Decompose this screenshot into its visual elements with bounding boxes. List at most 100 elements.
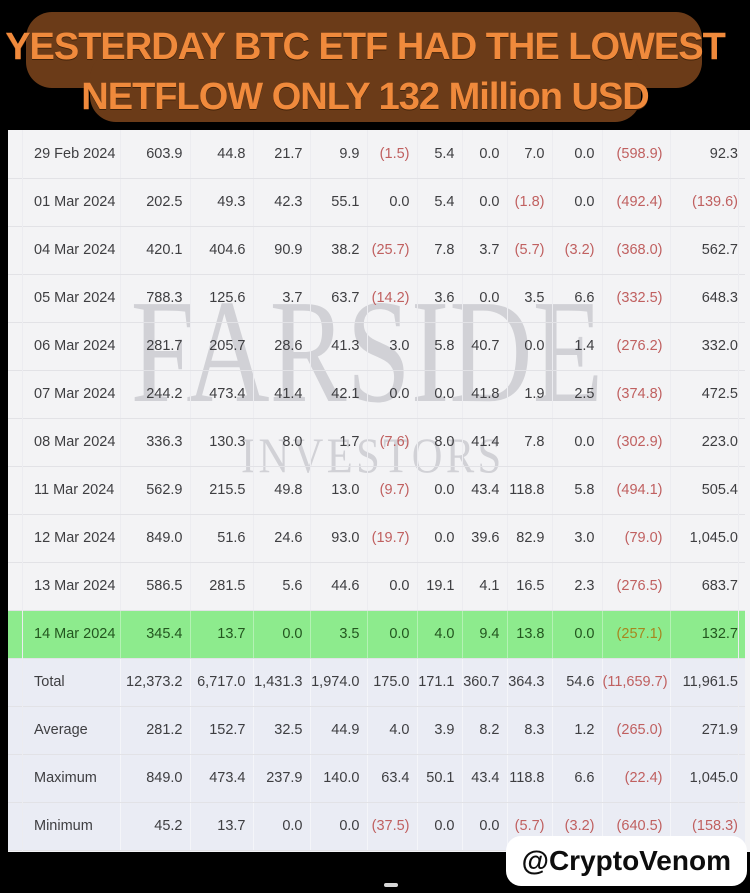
cell-value: 92.3 — [669, 130, 745, 179]
cell-value: (1.8) — [506, 178, 552, 227]
table-row: 04 Mar 2024 420.1 404.6 90.9 38.2 (25.7) 7.8 3… — [8, 226, 745, 275]
cell-value: 473.4 — [189, 370, 253, 419]
top-banner: YESTERDAY BTC ETF HAD THE LOWEST NETFLOW… — [0, 0, 750, 130]
cell-value: 0.0 — [416, 514, 462, 563]
cell-value: 237.9 — [252, 754, 310, 803]
cell-value: 132.7 — [669, 610, 745, 659]
table-row: Minimum 45.2 13.7 0.0 0.0 (37.5) 0.0 0.0 (5.7)(… — [8, 802, 745, 851]
cell-value: 420.1 — [119, 226, 190, 275]
cell-value: 0.0 — [252, 802, 310, 851]
cell-value: 7.0 — [506, 130, 552, 179]
cell-value: 24.6 — [252, 514, 310, 563]
cell-value: (302.9) — [601, 418, 670, 467]
cell-value: (374.8) — [601, 370, 670, 419]
cell-value: 118.8 — [506, 466, 552, 515]
cell-value: 63.7 — [309, 274, 367, 323]
table-row: 08 Mar 2024 336.3 130.3 8.0 1.7 (7.6) 8.0 41.4… — [8, 418, 745, 467]
row-label: 11 Mar 2024 — [8, 466, 120, 515]
cell-value: 3.0 — [366, 322, 417, 371]
cell-value: 49.3 — [189, 178, 253, 227]
cell-value: 0.0 — [551, 130, 602, 179]
cell-value: (11,659.7) — [601, 658, 670, 707]
cell-value: (22.4) — [601, 754, 670, 803]
cell-value: 125.6 — [189, 274, 253, 323]
cell-value: 281.7 — [119, 322, 190, 371]
cell-value: 404.6 — [189, 226, 253, 275]
cell-value: 0.0 — [252, 610, 310, 659]
table-row: Average 281.2 152.7 32.5 44.9 4.0 3.9 8.2 8.3 1.… — [8, 706, 745, 755]
cell-value: 562.9 — [119, 466, 190, 515]
banner-title-line2: NETFLOW ONLY 132 Million USD — [81, 76, 649, 118]
cell-value: 5.8 — [416, 322, 462, 371]
row-label: 07 Mar 2024 — [8, 370, 120, 419]
cell-value: 849.0 — [119, 754, 190, 803]
cell-value: 4.1 — [461, 562, 507, 611]
cell-value: 3.6 — [416, 274, 462, 323]
cell-value: 205.7 — [189, 322, 253, 371]
cell-value: 42.3 — [252, 178, 310, 227]
cell-value: 9.9 — [309, 130, 367, 179]
table-row: 05 Mar 2024 788.3 125.6 3.7 63.7 (14.2) 3.6 0.… — [8, 274, 745, 323]
cell-value: 244.2 — [119, 370, 190, 419]
cell-value: 1.9 — [506, 370, 552, 419]
cell-value: (139.6) — [669, 178, 745, 227]
cell-value: 0.0 — [416, 802, 462, 851]
cell-value: 8.0 — [416, 418, 462, 467]
cell-value: 82.9 — [506, 514, 552, 563]
cell-value: 215.5 — [189, 466, 253, 515]
cell-value: 345.4 — [119, 610, 190, 659]
cell-value: 93.0 — [309, 514, 367, 563]
cell-value: 472.5 — [669, 370, 745, 419]
cell-value: 202.5 — [119, 178, 190, 227]
cell-value: 3.0 — [551, 514, 602, 563]
cell-value: 152.7 — [189, 706, 253, 755]
cell-value: (9.7) — [366, 466, 417, 515]
cell-value: 6.6 — [551, 754, 602, 803]
row-label: 29 Feb 2024 — [8, 130, 120, 179]
cell-value: 90.9 — [252, 226, 310, 275]
cell-value: 586.5 — [119, 562, 190, 611]
cell-value: (14.2) — [366, 274, 417, 323]
cell-value: 40.7 — [461, 322, 507, 371]
cell-value: 41.4 — [252, 370, 310, 419]
cell-value: (332.5) — [601, 274, 670, 323]
cell-value: 0.0 — [366, 178, 417, 227]
cell-value: 3.5 — [506, 274, 552, 323]
cell-value: (5.7) — [506, 226, 552, 275]
cell-value: 0.0 — [551, 178, 602, 227]
table-row: 07 Mar 2024 244.2 473.4 41.4 42.1 0.0 0.0 41.8… — [8, 370, 745, 419]
cell-value: 11,961.5 — [669, 658, 745, 707]
cell-value: (598.9) — [601, 130, 670, 179]
cell-value: 175.0 — [366, 658, 417, 707]
cell-value: (265.0) — [601, 706, 670, 755]
cell-value: 1.7 — [309, 418, 367, 467]
cell-value: 562.7 — [669, 226, 745, 275]
cell-value: 7.8 — [416, 226, 462, 275]
cell-value: 0.0 — [366, 562, 417, 611]
cell-value: 0.0 — [416, 466, 462, 515]
cell-value: 43.4 — [461, 466, 507, 515]
cell-value: 50.1 — [416, 754, 462, 803]
cell-value: 3.5 — [309, 610, 367, 659]
cell-value: 140.0 — [309, 754, 367, 803]
cell-value: 336.3 — [119, 418, 190, 467]
row-label: 14 Mar 2024 — [8, 610, 120, 659]
table-row: 06 Mar 2024 281.7 205.7 28.6 41.3 3.0 5.8 40.7… — [8, 322, 745, 371]
cell-value: 44.9 — [309, 706, 367, 755]
cell-value: 5.4 — [416, 130, 462, 179]
cell-value: 648.3 — [669, 274, 745, 323]
cell-value: 63.4 — [366, 754, 417, 803]
table-row: 29 Feb 2024 603.9 44.8 21.7 9.9 (1.5) 5.4 0.0 7… — [8, 130, 745, 179]
cell-value: 0.0 — [366, 370, 417, 419]
cell-value: (79.0) — [601, 514, 670, 563]
cell-value: 473.4 — [189, 754, 253, 803]
cell-value: 13.7 — [189, 610, 253, 659]
row-label: 12 Mar 2024 — [8, 514, 120, 563]
cell-value: 0.0 — [366, 610, 417, 659]
cell-value: (25.7) — [366, 226, 417, 275]
cell-value: 38.2 — [309, 226, 367, 275]
cell-value: 8.0 — [252, 418, 310, 467]
cell-value: 271.9 — [669, 706, 745, 755]
cell-value: 1,045.0 — [669, 514, 745, 563]
